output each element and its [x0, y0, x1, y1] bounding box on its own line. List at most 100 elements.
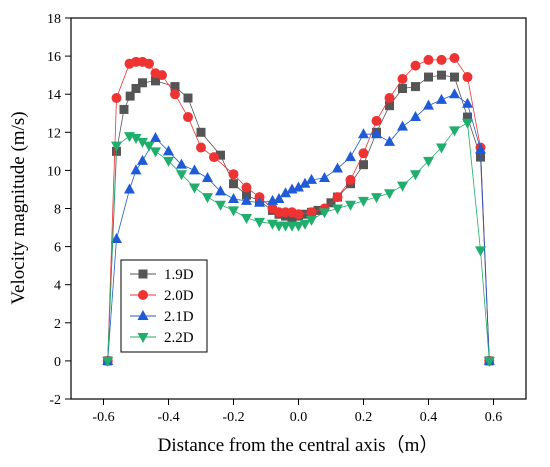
y-tick-label: 14 — [47, 88, 61, 103]
data-point — [130, 134, 142, 145]
data-point — [130, 164, 142, 175]
data-point — [411, 82, 420, 92]
y-tick-label: -2 — [49, 393, 61, 408]
data-point — [358, 148, 369, 159]
series-2.0D — [102, 53, 495, 366]
data-point — [176, 170, 187, 181]
data-point — [137, 310, 149, 320]
data-point — [216, 150, 225, 160]
data-point — [397, 73, 408, 84]
data-point — [423, 99, 434, 110]
data-point — [241, 182, 252, 193]
data-point — [151, 76, 160, 86]
data-point — [371, 128, 382, 139]
series-2.2D — [102, 118, 495, 367]
data-point — [345, 174, 356, 185]
data-point — [319, 208, 330, 219]
data-point — [475, 246, 486, 257]
data-point — [254, 196, 265, 207]
data-point — [306, 173, 317, 184]
data-point — [215, 200, 226, 211]
y-tick-label: 16 — [47, 50, 61, 65]
data-point — [124, 183, 135, 194]
data-point — [345, 200, 356, 211]
data-point — [384, 135, 395, 146]
data-point — [287, 213, 297, 223]
data-point — [423, 54, 434, 65]
y-tick-label: 4 — [54, 279, 61, 294]
data-point — [384, 93, 395, 104]
data-point — [359, 160, 368, 170]
data-point — [463, 112, 472, 122]
data-point — [102, 356, 114, 367]
data-point — [138, 78, 147, 88]
data-point — [293, 209, 304, 220]
data-point — [183, 112, 193, 123]
x-tick-label: -0.2 — [222, 410, 244, 425]
y-tick-label: 10 — [47, 164, 61, 179]
series-layer — [102, 53, 495, 367]
data-point — [215, 185, 226, 196]
data-point — [241, 194, 252, 205]
data-point — [462, 118, 473, 129]
data-point — [202, 172, 213, 183]
data-point — [228, 206, 239, 217]
x-tick-label: 0.0 — [290, 410, 308, 425]
data-point — [157, 70, 167, 81]
data-point — [398, 83, 407, 93]
data-point — [436, 143, 447, 154]
x-tick-label: 0.6 — [485, 410, 503, 425]
data-point — [450, 72, 459, 82]
x-tick-label: -0.6 — [92, 410, 114, 425]
x-tick-label: 0.4 — [420, 410, 438, 425]
data-point — [319, 172, 330, 183]
data-point — [475, 143, 486, 154]
data-point — [332, 162, 343, 173]
y-tick-label: 2 — [54, 317, 61, 332]
legend-items: 1.9D 2.0D 2.1D 2.2D — [130, 267, 194, 346]
data-point — [111, 93, 122, 104]
data-point — [332, 192, 343, 203]
legend: 1.9D 2.0D 2.1D 2.2D — [120, 259, 208, 353]
data-point — [358, 196, 369, 207]
data-point — [163, 145, 174, 156]
data-point — [436, 54, 447, 65]
data-point — [119, 104, 129, 114]
data-point — [483, 356, 495, 367]
data-point — [449, 53, 460, 64]
data-point — [306, 207, 317, 218]
data-point — [299, 177, 311, 188]
data-point — [111, 232, 122, 243]
data-point — [410, 60, 421, 71]
data-point — [170, 89, 180, 100]
data-point — [176, 158, 187, 169]
data-point — [358, 128, 369, 139]
data-point — [150, 132, 161, 143]
data-point — [137, 333, 149, 343]
data-point — [424, 72, 433, 82]
data-point — [196, 127, 206, 137]
data-point — [202, 193, 213, 204]
legend-label: 1.9D — [164, 267, 194, 283]
data-point — [143, 141, 155, 152]
y-axis-title: Velocity magnitude (m/s) — [8, 111, 29, 304]
data-point — [300, 209, 310, 219]
legend-label: 2.1D — [164, 309, 194, 325]
data-point — [280, 187, 291, 198]
data-point — [293, 181, 304, 192]
data-point — [138, 290, 148, 300]
series-2.1D — [102, 88, 495, 365]
data-point — [189, 164, 200, 175]
data-point — [423, 156, 434, 167]
data-point — [345, 151, 356, 162]
data-point — [449, 88, 460, 99]
data-point — [228, 192, 239, 203]
x-tick-label: 0.2 — [355, 410, 373, 425]
data-point — [306, 215, 317, 226]
x-axis-title: Distance from the central axis（m） — [158, 434, 439, 456]
data-point — [125, 91, 135, 101]
data-point — [397, 120, 408, 131]
data-point — [273, 192, 285, 203]
data-point — [462, 72, 473, 83]
